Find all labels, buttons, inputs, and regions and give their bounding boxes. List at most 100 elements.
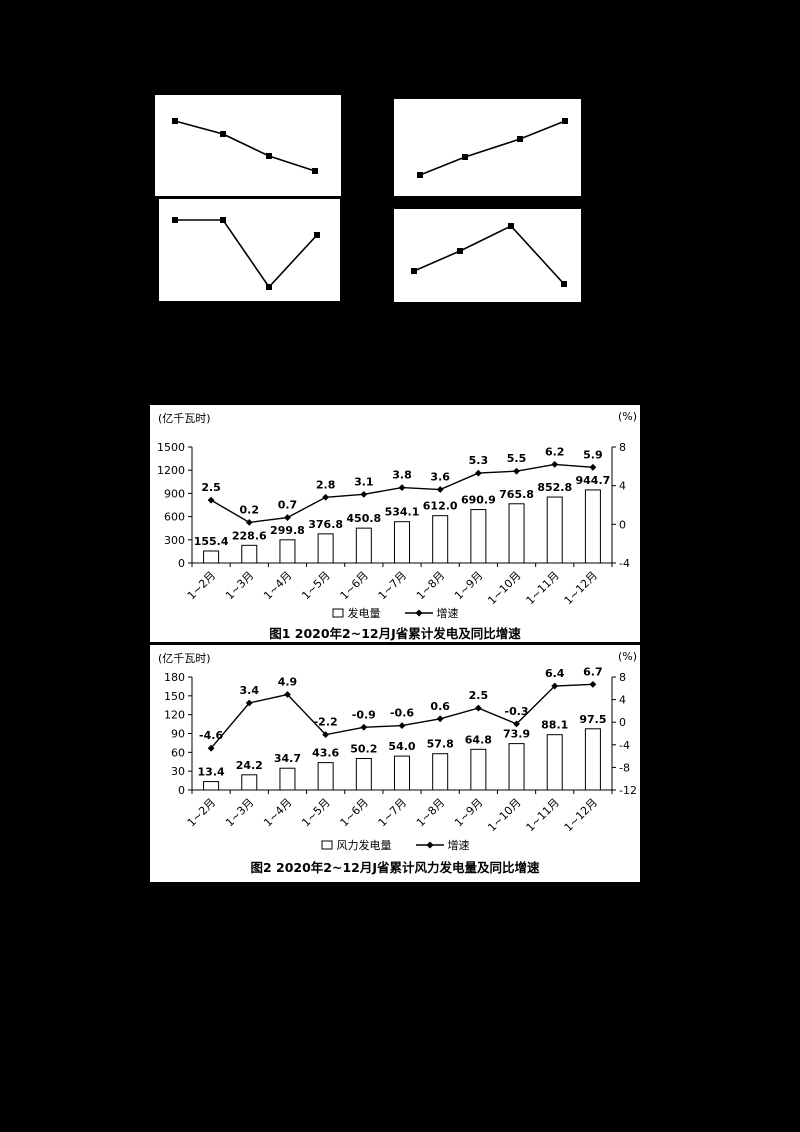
line-marker <box>398 484 406 491</box>
line-value-label: 0.7 <box>278 499 298 512</box>
line-marker <box>245 699 253 707</box>
left-axis-tick-label: 900 <box>164 487 185 500</box>
chart1-legend-line-label: 增速 <box>436 607 459 620</box>
bar-value-label: 228.6 <box>232 529 267 542</box>
chart2-caption: 图2 2020年2~12月J省累计风力发电量及同比增速 <box>250 860 540 875</box>
trend-marker <box>411 268 417 274</box>
bar <box>432 515 449 564</box>
bar <box>470 509 487 564</box>
x-category-label: 1~4月 <box>261 569 294 602</box>
line-value-label: 3.6 <box>430 471 450 484</box>
bar <box>279 767 296 791</box>
line-value-label: 5.3 <box>469 454 489 467</box>
line-marker <box>284 514 291 521</box>
line-value-label: -2.2 <box>314 716 338 729</box>
bar-value-label: 299.8 <box>270 524 305 537</box>
trend-panel-2 <box>394 99 581 196</box>
line-marker <box>436 486 444 493</box>
chart2-legend: 风力发电量 增速 <box>150 837 640 853</box>
line-value-label: -0.3 <box>505 705 529 718</box>
left-axis-tick-label: 0 <box>178 557 185 570</box>
trend-marker <box>220 217 226 223</box>
trend-marker <box>266 153 272 159</box>
chart1-legend-line-item: 增速 <box>404 605 459 621</box>
right-axis-tick-label: 0 <box>619 518 626 531</box>
chart2-legend-bar-label: 风力发电量 <box>336 839 392 852</box>
bar <box>203 550 220 564</box>
bar-value-label: 612.0 <box>423 500 458 513</box>
x-category-label: 1~9月 <box>452 796 485 829</box>
chart1-legend-bar-item: 发电量 <box>332 605 381 621</box>
chart2-legend-bar-item: 风力发电量 <box>321 837 392 853</box>
trend-panel-3 <box>159 199 340 301</box>
x-category-label: 1~8月 <box>414 569 447 602</box>
line-marker <box>322 731 330 739</box>
bar <box>394 755 410 791</box>
line-marker <box>398 722 406 729</box>
x-category-label: 1~10月 <box>485 569 523 607</box>
left-axis-tick-label: 300 <box>164 534 185 547</box>
right-axis-tick-label: 8 <box>619 441 626 454</box>
line-value-label: 6.7 <box>583 665 603 678</box>
trend-marker <box>562 118 568 124</box>
line-legend-icon <box>404 609 433 617</box>
x-category-label: 1~5月 <box>299 796 332 829</box>
bar <box>355 527 372 564</box>
line-marker <box>284 691 291 698</box>
line-value-label: 3.4 <box>240 684 260 697</box>
bar <box>203 781 220 791</box>
bar-value-label: 73.9 <box>503 728 530 741</box>
trend-marker <box>266 284 272 290</box>
trend-marker <box>508 223 514 229</box>
bar-value-label: 50.2 <box>350 742 377 755</box>
trend-panel-4 <box>394 209 581 302</box>
left-axis-tick-label: 120 <box>164 709 185 722</box>
line-value-label: 6.2 <box>545 445 565 458</box>
bar-value-label: 88.1 <box>541 719 568 732</box>
trend-marker <box>417 172 423 178</box>
left-axis-tick-label: 1200 <box>157 464 185 477</box>
chart1-right-unit-label: (%) <box>617 410 637 423</box>
chart1-left-unit-label: (亿千瓦时) <box>158 412 211 425</box>
bar <box>470 748 487 791</box>
bar <box>584 728 601 791</box>
trend-marker <box>312 168 318 174</box>
bar-value-label: 43.6 <box>312 747 339 760</box>
line-value-label: 2.5 <box>201 481 221 494</box>
right-axis-tick-label: 4 <box>619 694 626 707</box>
bar <box>317 533 334 564</box>
bar-value-label: 376.8 <box>308 518 343 531</box>
bar-value-label: 24.2 <box>236 759 263 772</box>
line-marker <box>360 490 368 498</box>
chart1-caption: 图1 2020年2~12月J省累计发电及同比增速 <box>269 626 521 641</box>
x-category-label: 1~10月 <box>485 796 523 834</box>
x-category-label: 1~4月 <box>261 796 294 829</box>
left-axis-tick-label: 90 <box>171 728 185 741</box>
line-marker <box>513 467 520 475</box>
trend-line <box>413 225 565 285</box>
line-marker <box>245 519 253 526</box>
line-value-label: 2.5 <box>469 689 489 702</box>
x-category-label: 1~6月 <box>338 796 371 829</box>
line-value-label: 3.1 <box>354 475 374 488</box>
bar <box>394 521 410 564</box>
chart2-right-unit-label: (%) <box>617 650 637 663</box>
x-category-label: 1~6月 <box>338 569 371 602</box>
line-marker <box>551 461 559 468</box>
line-value-label: 3.8 <box>392 469 412 482</box>
line-marker <box>207 744 215 752</box>
bar <box>355 757 372 791</box>
x-category-label: 1~7月 <box>376 796 409 829</box>
trend-marker <box>561 281 567 287</box>
line-marker <box>589 463 597 471</box>
bar <box>317 762 334 791</box>
trend-line <box>174 120 316 172</box>
left-axis-tick-label: 600 <box>164 511 185 524</box>
chart2-legend-line-label: 增速 <box>447 839 470 852</box>
bar <box>584 489 601 564</box>
bar-legend-icon <box>321 840 332 850</box>
chart1-legend-bar-label: 发电量 <box>347 607 381 620</box>
